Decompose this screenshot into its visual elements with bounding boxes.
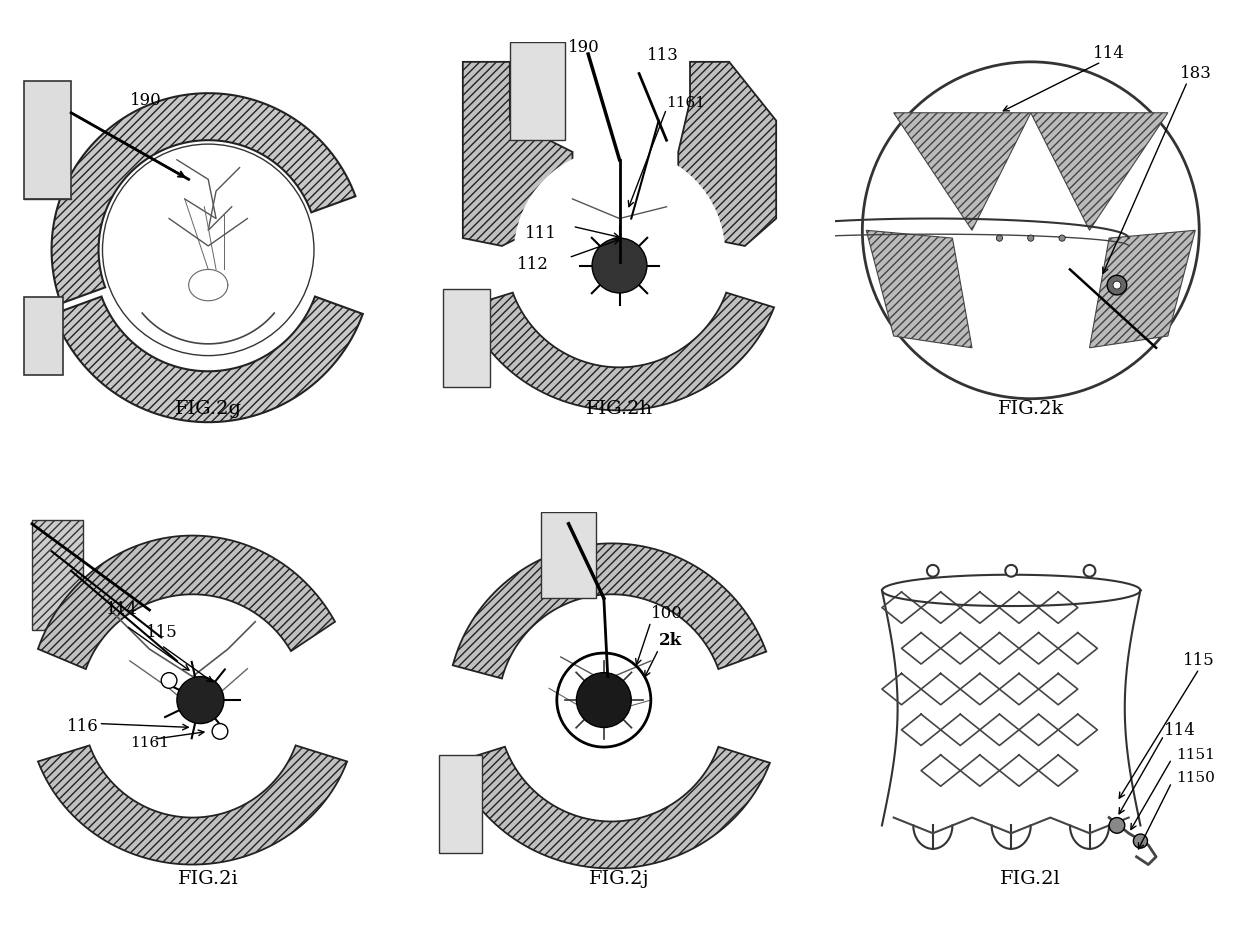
Circle shape: [103, 144, 313, 356]
Circle shape: [1113, 281, 1121, 289]
Text: 114: 114: [107, 601, 138, 618]
Text: FIG.2h: FIG.2h: [586, 400, 653, 418]
Circle shape: [1005, 565, 1017, 577]
Polygon shape: [866, 230, 973, 348]
Text: 183: 183: [1180, 64, 1212, 81]
Text: FIG.2j: FIG.2j: [590, 870, 649, 888]
Polygon shape: [453, 746, 769, 868]
Polygon shape: [38, 745, 347, 865]
Circle shape: [87, 603, 299, 814]
Bar: [440, 755, 482, 852]
Polygon shape: [465, 292, 774, 411]
Bar: [541, 512, 596, 598]
Bar: [24, 81, 71, 199]
Circle shape: [1134, 834, 1147, 849]
Text: 190: 190: [130, 92, 161, 109]
Bar: [24, 297, 63, 376]
Text: 111: 111: [525, 225, 556, 242]
Polygon shape: [1031, 113, 1168, 230]
Polygon shape: [678, 61, 776, 246]
Text: 115: 115: [145, 624, 177, 641]
Polygon shape: [38, 535, 335, 669]
Text: 100: 100: [650, 604, 683, 622]
Polygon shape: [452, 543, 766, 678]
Circle shape: [592, 238, 647, 293]
Text: 2k: 2k: [659, 632, 681, 649]
Text: 114: 114: [1163, 723, 1196, 740]
Circle shape: [161, 673, 177, 689]
Text: 116: 116: [67, 718, 99, 735]
Text: 112: 112: [517, 256, 549, 273]
Circle shape: [1059, 235, 1066, 241]
Text: 1161: 1161: [130, 736, 169, 750]
Circle shape: [927, 565, 939, 577]
Text: FIG.2g: FIG.2g: [175, 400, 242, 418]
Circle shape: [576, 673, 631, 727]
Circle shape: [996, 235, 1002, 241]
Circle shape: [514, 148, 725, 359]
Polygon shape: [52, 94, 356, 304]
Circle shape: [212, 724, 228, 739]
Circle shape: [506, 603, 717, 814]
Text: 1161: 1161: [667, 96, 705, 110]
Text: 115: 115: [1183, 652, 1215, 669]
Text: FIG.2l: FIG.2l: [1000, 870, 1061, 888]
Polygon shape: [463, 61, 572, 246]
Polygon shape: [1089, 230, 1196, 348]
Text: FIG.2k: FIG.2k: [997, 400, 1064, 418]
Text: 113: 113: [647, 47, 679, 64]
Circle shape: [1084, 565, 1095, 577]
Circle shape: [177, 676, 224, 724]
Text: FIG.2i: FIG.2i: [178, 870, 239, 888]
Bar: [444, 289, 491, 387]
Circle shape: [1027, 235, 1033, 241]
Text: 1150: 1150: [1176, 771, 1214, 785]
Bar: [509, 43, 565, 140]
Bar: [32, 520, 83, 629]
Circle shape: [1109, 817, 1125, 833]
Circle shape: [1108, 275, 1126, 295]
Text: 1151: 1151: [1176, 747, 1214, 762]
Circle shape: [862, 61, 1199, 398]
Polygon shape: [53, 296, 363, 422]
Polygon shape: [893, 113, 1031, 230]
Text: 190: 190: [569, 39, 600, 56]
Text: 114: 114: [1093, 44, 1125, 61]
